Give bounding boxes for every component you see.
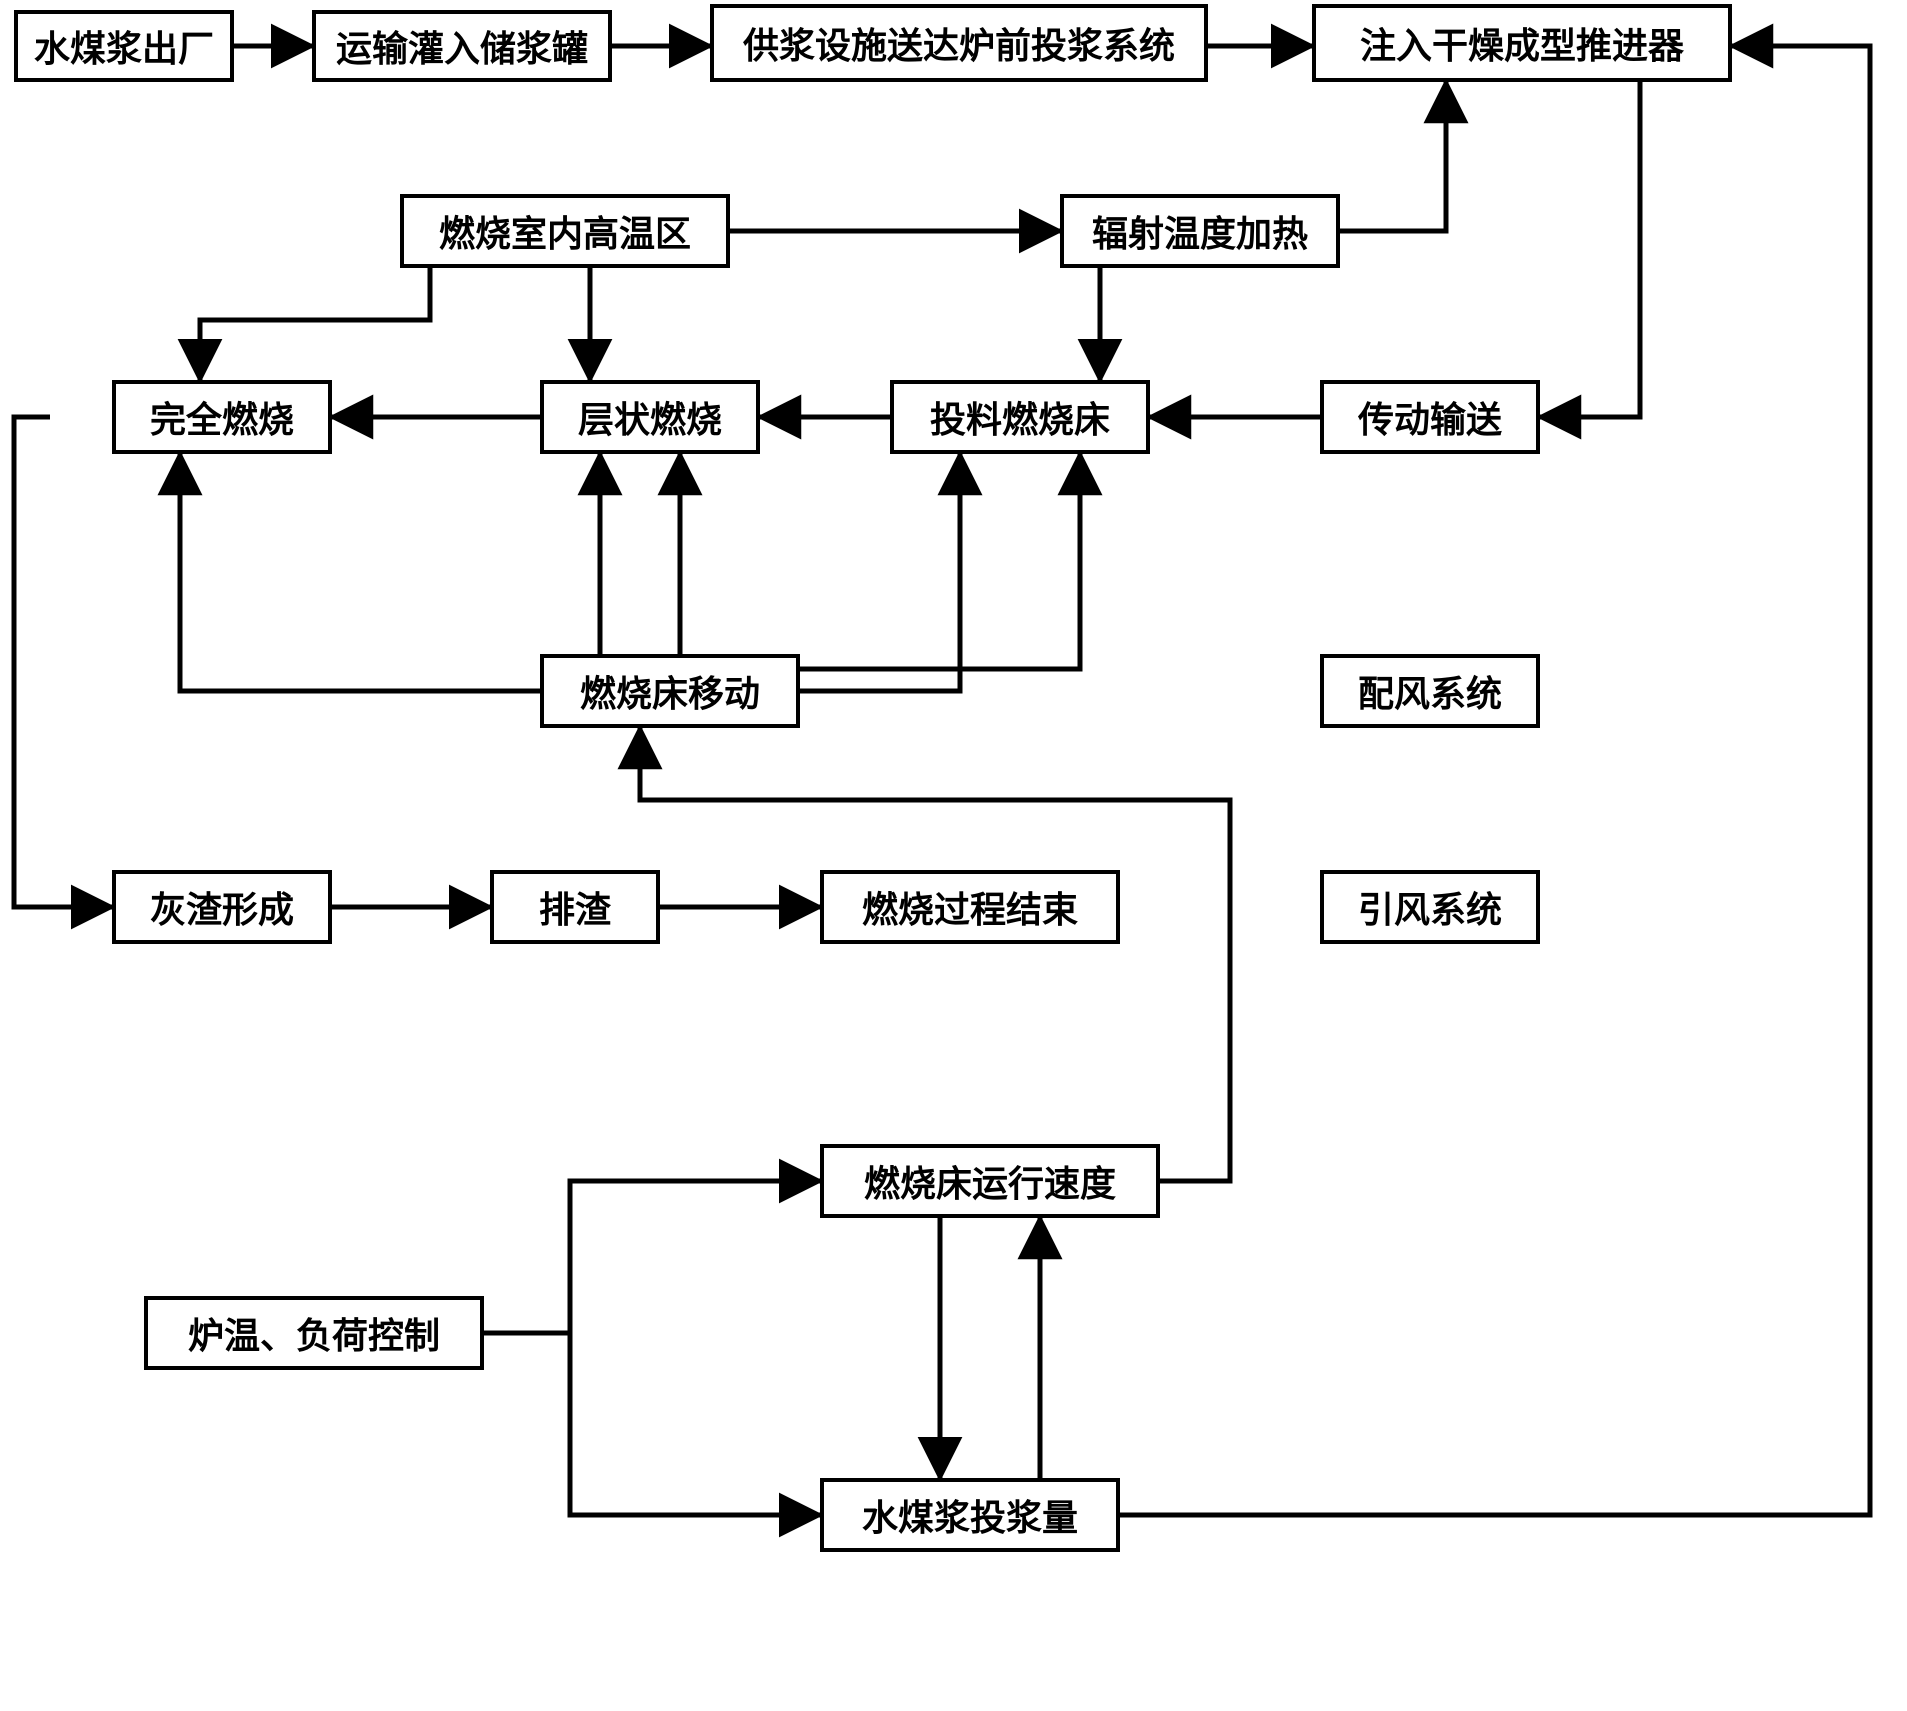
node-n19: 水煤浆投浆量 bbox=[820, 1478, 1120, 1552]
edge bbox=[1340, 82, 1446, 231]
node-n4: 注入干燥成型推进器 bbox=[1312, 4, 1732, 82]
edge bbox=[484, 1333, 820, 1515]
edge bbox=[180, 454, 540, 691]
edge-layer bbox=[0, 0, 1907, 1711]
edge bbox=[14, 417, 112, 907]
node-n9: 投料燃烧床 bbox=[890, 380, 1150, 454]
node-n3: 供浆设施送达炉前投浆系统 bbox=[710, 4, 1208, 82]
edge bbox=[800, 454, 960, 691]
node-n7: 完全燃烧 bbox=[112, 380, 332, 454]
node-n2: 运输灌入储浆罐 bbox=[312, 10, 612, 82]
node-n15: 燃烧过程结束 bbox=[820, 870, 1120, 944]
node-n1: 水煤浆出厂 bbox=[14, 10, 234, 82]
node-n13: 灰渣形成 bbox=[112, 870, 332, 944]
edge bbox=[640, 728, 1230, 1181]
edge bbox=[200, 268, 430, 380]
flowchart-canvas: 水煤浆出厂 运输灌入储浆罐 供浆设施送达炉前投浆系统 注入干燥成型推进器燃烧室内高温区… bbox=[0, 0, 1907, 1711]
node-n5: 燃烧室内高温区 bbox=[400, 194, 730, 268]
node-n8: 层状燃烧 bbox=[540, 380, 760, 454]
node-n14: 排渣 bbox=[490, 870, 660, 944]
edge bbox=[800, 454, 1080, 669]
edge bbox=[484, 1181, 820, 1333]
node-n16: 引风系统 bbox=[1320, 870, 1540, 944]
node-n12: 配风系统 bbox=[1320, 654, 1540, 728]
node-n11: 燃烧床移动 bbox=[540, 654, 800, 728]
edge bbox=[1540, 82, 1640, 417]
node-n18: 炉温、负荷控制 bbox=[144, 1296, 484, 1370]
node-n6: 辐射温度加热 bbox=[1060, 194, 1340, 268]
node-n10: 传动输送 bbox=[1320, 380, 1540, 454]
node-n17: 燃烧床运行速度 bbox=[820, 1144, 1160, 1218]
